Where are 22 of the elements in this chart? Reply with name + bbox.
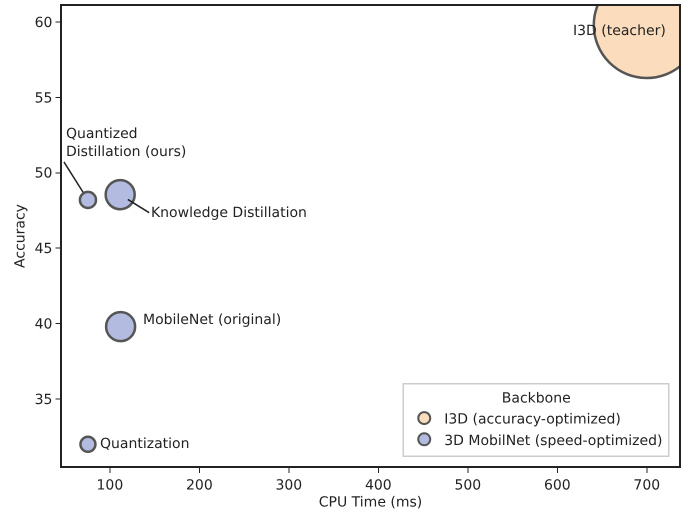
x-tick-label: 200 (186, 478, 213, 494)
y-tick-label: 55 (34, 90, 52, 106)
x-tick-label: 600 (544, 478, 571, 494)
annotation: Quantization (100, 436, 190, 452)
annotation: MobileNet (original) (143, 312, 282, 328)
x-tick-label: 700 (633, 478, 660, 494)
x-tick-label: 100 (96, 478, 124, 494)
x-axis-title: CPU Time (ms) (318, 494, 422, 510)
legend-title: Backbone (502, 390, 571, 406)
legend-label: 3D MobilNet (speed-optimized) (444, 432, 662, 449)
annotation: Knowledge Distillation (151, 205, 307, 221)
y-tick-label: 50 (34, 166, 52, 182)
x-tick-label: 400 (364, 478, 392, 494)
x-tick-label: 500 (454, 478, 482, 494)
y-tick-label: 60 (34, 14, 52, 31)
y-tick-label: 45 (34, 241, 52, 258)
legend-label: I3D (accuracy-optimized) (444, 412, 621, 428)
y-tick-label: 35 (34, 392, 52, 408)
annotation: Quantized Distillation (ours) (66, 126, 186, 160)
x-tick-label: 300 (275, 478, 302, 494)
y-tick-label: 40 (34, 316, 52, 333)
y-axis-title: Accuracy (12, 204, 29, 268)
